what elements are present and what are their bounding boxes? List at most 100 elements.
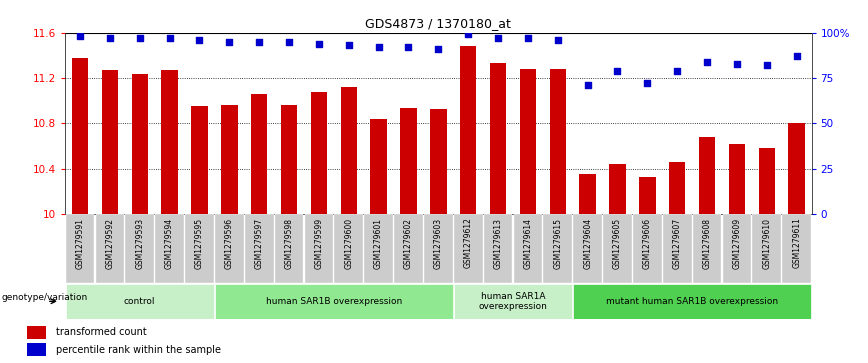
Text: GSM1279598: GSM1279598 [285,218,293,269]
Text: GSM1279605: GSM1279605 [613,218,622,269]
Text: human SAR1A
overexpression: human SAR1A overexpression [478,291,548,311]
Text: GSM1279599: GSM1279599 [314,218,324,269]
FancyBboxPatch shape [483,214,512,283]
Text: GSM1279594: GSM1279594 [165,218,174,269]
Bar [251,94,267,214]
Text: human SAR1B overexpression: human SAR1B overexpression [266,297,402,306]
Point [760,62,773,68]
Text: genotype/variation: genotype/variation [1,293,88,302]
Point [253,39,266,45]
FancyBboxPatch shape [215,214,244,283]
Text: GSM1279607: GSM1279607 [673,218,681,269]
FancyBboxPatch shape [543,214,572,283]
FancyBboxPatch shape [753,214,781,283]
Text: GSM1279612: GSM1279612 [464,218,473,269]
FancyBboxPatch shape [334,214,363,283]
Text: control: control [124,297,155,306]
Text: GSM1279613: GSM1279613 [494,218,503,269]
FancyBboxPatch shape [245,214,273,283]
FancyBboxPatch shape [394,214,423,283]
Point [133,35,147,41]
Text: GSM1279601: GSM1279601 [374,218,383,269]
Bar [400,107,417,214]
Text: GSM1279614: GSM1279614 [523,218,532,269]
Bar [490,63,506,214]
FancyBboxPatch shape [305,214,333,283]
FancyBboxPatch shape [722,214,752,283]
FancyBboxPatch shape [95,214,124,283]
Point [162,35,176,41]
Bar [102,70,118,214]
FancyBboxPatch shape [633,214,661,283]
Bar [281,105,297,214]
Bar [460,46,477,214]
Bar [221,105,238,214]
Text: mutant human SAR1B overexpression: mutant human SAR1B overexpression [606,297,779,306]
Bar [132,74,148,214]
Bar [72,58,89,214]
FancyBboxPatch shape [125,214,155,283]
Text: GSM1279591: GSM1279591 [76,218,84,269]
Point [461,32,475,37]
FancyBboxPatch shape [603,214,632,283]
FancyBboxPatch shape [663,214,692,283]
FancyBboxPatch shape [27,343,46,356]
Text: GSM1279595: GSM1279595 [195,218,204,269]
Text: GSM1279604: GSM1279604 [583,218,592,269]
Text: GSM1279606: GSM1279606 [643,218,652,269]
FancyBboxPatch shape [155,214,184,283]
Point [610,68,624,74]
Bar [609,164,626,214]
FancyBboxPatch shape [693,214,721,283]
FancyBboxPatch shape [514,214,542,283]
Point [193,37,207,43]
Bar [759,148,775,214]
Point [402,44,416,50]
FancyBboxPatch shape [66,214,95,283]
Bar [669,162,686,214]
Bar [580,175,595,214]
FancyBboxPatch shape [573,284,811,319]
Point [431,46,445,52]
Point [730,61,744,66]
Text: GSM1279608: GSM1279608 [702,218,712,269]
Text: GSM1279593: GSM1279593 [135,218,144,269]
Text: GSM1279603: GSM1279603 [434,218,443,269]
Text: GSM1279615: GSM1279615 [553,218,562,269]
Point [372,44,385,50]
Text: GSM1279611: GSM1279611 [792,218,801,269]
Text: GSM1279610: GSM1279610 [762,218,772,269]
FancyBboxPatch shape [365,214,393,283]
Bar [311,92,327,214]
Point [521,35,535,41]
Text: percentile rank within the sample: percentile rank within the sample [56,345,220,355]
Point [222,39,236,45]
Text: GSM1279600: GSM1279600 [345,218,353,269]
FancyBboxPatch shape [454,284,572,319]
Bar [340,87,357,214]
Point [670,68,684,74]
Point [581,82,595,88]
FancyBboxPatch shape [215,284,453,319]
Point [342,42,356,48]
FancyBboxPatch shape [274,214,304,283]
FancyBboxPatch shape [782,214,811,283]
Bar [639,177,655,214]
Bar [191,106,207,214]
Point [282,39,296,45]
Bar [371,119,387,214]
Text: GSM1279602: GSM1279602 [404,218,413,269]
Text: GSM1279596: GSM1279596 [225,218,233,269]
Point [790,53,804,59]
Text: GSM1279597: GSM1279597 [254,218,264,269]
Point [103,35,117,41]
Text: transformed count: transformed count [56,327,147,337]
FancyBboxPatch shape [454,214,483,283]
FancyBboxPatch shape [185,214,214,283]
Point [700,59,714,65]
Bar [699,137,715,214]
Bar [788,123,805,214]
Bar [729,144,745,214]
Title: GDS4873 / 1370180_at: GDS4873 / 1370180_at [365,17,511,30]
Bar [549,69,566,214]
